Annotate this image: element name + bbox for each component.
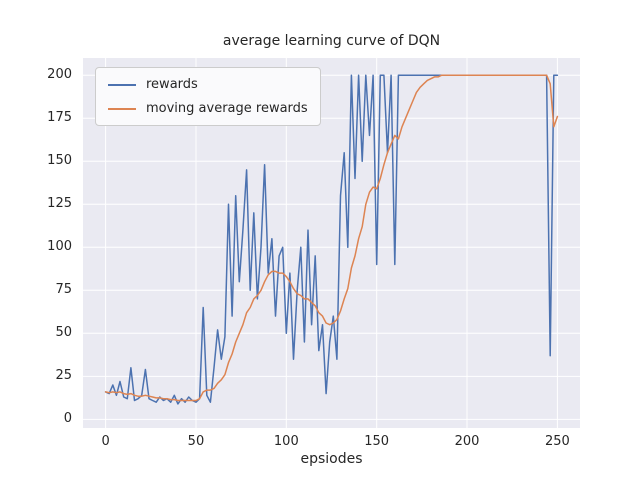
legend-label-rewards: rewards <box>146 77 198 92</box>
y-tick-label: 200 <box>47 67 72 83</box>
x-tick-label: 200 <box>454 434 480 449</box>
legend-item-rewards: rewards <box>108 77 308 92</box>
moving-average-line-swatch <box>108 107 136 110</box>
legend-item-moving-average: moving average rewards <box>108 101 308 116</box>
y-tick-label: 75 <box>55 282 72 298</box>
x-axis-label: epsiodes <box>300 451 363 467</box>
x-tick-label: 150 <box>364 434 390 449</box>
x-tick-label: 250 <box>544 434 570 449</box>
chart-title: average learning curve of DQN <box>222 33 441 49</box>
y-tick-label: 50 <box>55 325 72 341</box>
y-tick-label: 125 <box>47 196 72 212</box>
x-tick-label: 50 <box>187 434 205 449</box>
x-tick-label: 100 <box>273 434 299 449</box>
moving-average-rewards-line <box>104 74 559 402</box>
legend-label-moving-average: moving average rewards <box>146 101 308 116</box>
y-tick-label: 100 <box>47 239 72 255</box>
rewards-line-swatch <box>108 83 136 86</box>
legend: rewards moving average rewards <box>95 67 321 126</box>
y-tick-label: 175 <box>47 110 72 126</box>
y-tick-label: 25 <box>55 368 72 384</box>
y-tick-label: 150 <box>47 153 72 169</box>
y-tick-label: 0 <box>63 411 72 427</box>
x-tick-label: 0 <box>101 434 110 449</box>
